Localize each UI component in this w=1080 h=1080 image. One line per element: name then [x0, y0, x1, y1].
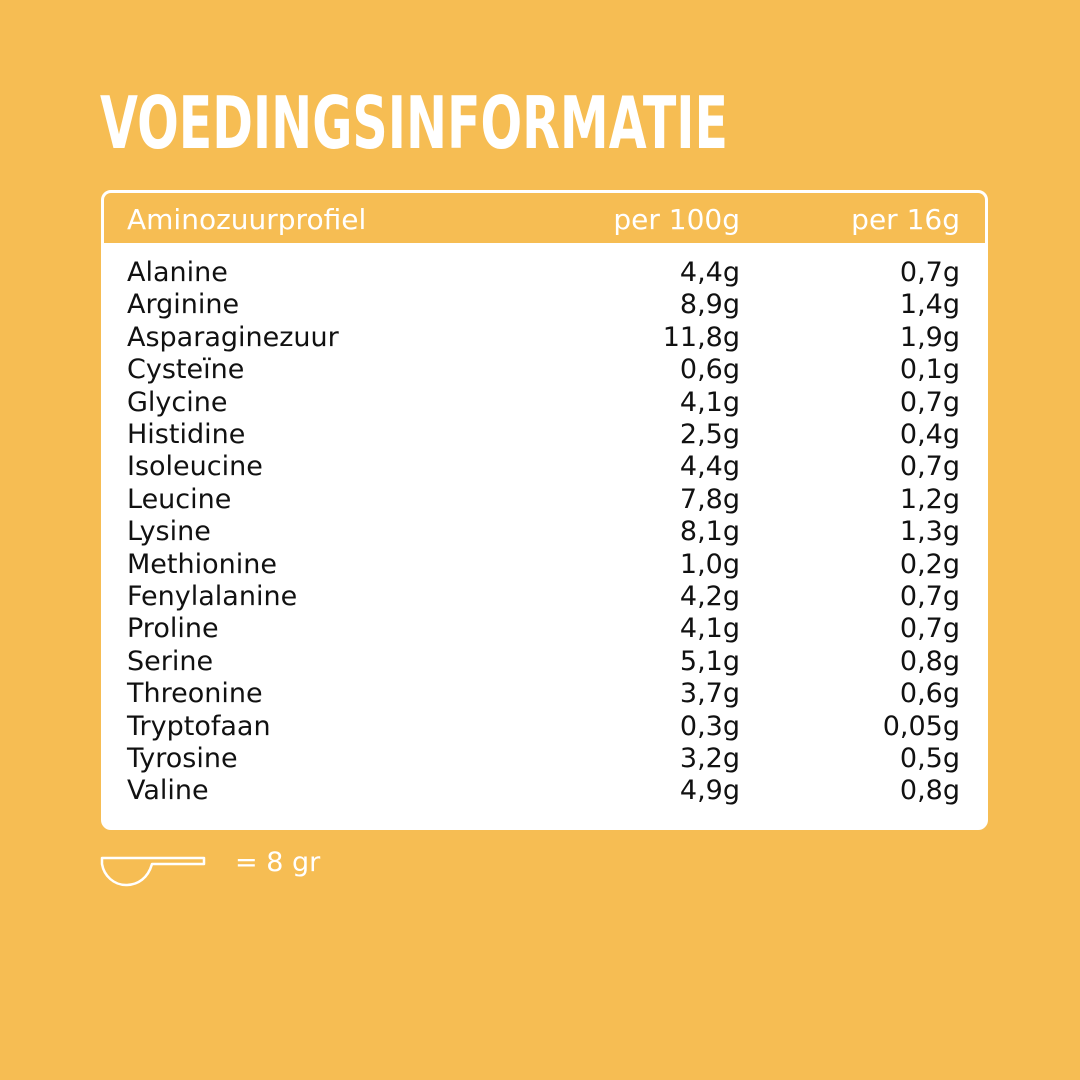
amino-acid: Cysteïne: [127, 354, 245, 386]
amount: 8,1g: [679, 516, 740, 548]
table-row: Histidine 2,5g 0,4g: [104, 419, 985, 451]
table-row: Methionine 1,0g 0,2g: [104, 549, 985, 581]
amount: 1,0g: [679, 548, 740, 580]
amino-acid: Methionine: [127, 548, 277, 580]
table-row: Asparaginezuur 11,8g 1,9g: [104, 322, 985, 354]
amount: 0,05g: [882, 710, 960, 742]
amino-acid: Proline: [127, 613, 219, 645]
table-row: Cysteïne 0,6g 0,1g: [104, 354, 985, 386]
amount: 0,3g: [679, 710, 740, 742]
column-header: Aminozuurprofiel: [127, 203, 367, 236]
amino-acid: Threonine: [127, 678, 263, 710]
table-row: Proline 4,1g 0,7g: [104, 613, 985, 645]
table-row: Threonine 3,7g 0,6g: [104, 678, 985, 710]
table-row: Tryptofaan 0,3g 0,05g: [104, 711, 985, 743]
amount: 0,8g: [899, 775, 960, 807]
amino-acid: Arginine: [127, 289, 240, 321]
amino-acid: Asparaginezuur: [127, 321, 339, 353]
amount: 0,5g: [899, 743, 960, 774]
amino-acid: Valine: [127, 775, 209, 807]
amino-acid: Alanine: [127, 257, 228, 288]
amino-acid: Serine: [127, 645, 214, 677]
amount: 0,2g: [899, 548, 960, 580]
table-row: Arginine 8,9g 1,4g: [104, 289, 985, 321]
amino-acid: Fenylalanine: [127, 581, 298, 612]
amount: 4,2g: [679, 581, 740, 612]
column-header: per 100g: [613, 203, 740, 236]
amino-acid: Leucine: [127, 483, 232, 515]
amount: 2,5g: [679, 419, 740, 450]
amount: 4,4g: [679, 451, 740, 483]
amino-acid: Glycine: [127, 386, 228, 418]
table-row: Serine 5,1g 0,8g: [104, 646, 985, 678]
table-row: Isoleucine 4,4g 0,7g: [104, 451, 985, 483]
amino-acid: Isoleucine: [127, 451, 263, 483]
amount: 0,6g: [899, 678, 960, 710]
amount: 0,7g: [899, 581, 960, 612]
amount: 4,1g: [679, 613, 740, 645]
amount: 4,1g: [679, 386, 740, 418]
amount: 4,9g: [679, 775, 740, 807]
title: VOEDINGSINFORMATIE: [100, 81, 728, 165]
amount: 4,4g: [679, 257, 740, 288]
table-row: Lysine 8,1g 1,3g: [104, 516, 985, 548]
column-header: per 16g: [851, 203, 960, 236]
amino-acid: Tryptofaan: [127, 710, 271, 742]
amount: 5,1g: [679, 645, 740, 677]
amount: 1,4g: [899, 289, 960, 321]
table-row: Glycine 4,1g 0,7g: [104, 387, 985, 419]
amount: 0,7g: [899, 613, 960, 645]
scoop-note: = 8 gr: [235, 847, 321, 878]
title-area: VOEDINGSINFORMATIE: [100, 81, 728, 165]
amino-acid: Histidine: [127, 419, 246, 450]
amount: 1,2g: [899, 483, 960, 515]
table-header: Aminozuurprofiel per 100g per 16g: [104, 193, 985, 243]
amino-acid: Lysine: [127, 516, 211, 548]
table-row: Valine 4,9g 0,8g: [104, 775, 985, 807]
amount: 3,7g: [679, 678, 740, 710]
amount: 0,7g: [899, 386, 960, 418]
amount: 0,4g: [899, 419, 960, 450]
scoop-icon: [100, 856, 206, 887]
amount: 0,1g: [899, 354, 960, 386]
amount: 0,7g: [899, 451, 960, 483]
amount: 11,8g: [662, 321, 740, 353]
amount: 0,7g: [899, 257, 960, 288]
table-row: Leucine 7,8g 1,2g: [104, 484, 985, 516]
amino-acid: Tyrosine: [127, 743, 238, 774]
table: Aminozuurprofiel per 100g per 16g Alanin…: [101, 190, 988, 830]
amount: 1,9g: [899, 321, 960, 353]
table-row: Tyrosine 3,2g 0,5g: [104, 743, 985, 775]
table-row: Alanine 4,4g 0,7g: [104, 257, 985, 289]
amount: 7,8g: [679, 483, 740, 515]
amount: 3,2g: [679, 743, 740, 774]
amount: 0,6g: [679, 354, 740, 386]
amount: 0,8g: [899, 645, 960, 677]
amount: 8,9g: [679, 289, 740, 321]
amount: 1,3g: [899, 516, 960, 548]
table-row: Fenylalanine 4,2g 0,7g: [104, 581, 985, 613]
